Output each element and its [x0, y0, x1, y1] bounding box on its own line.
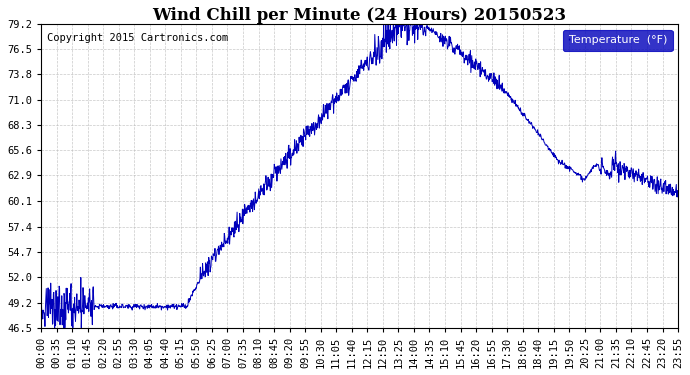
Text: Copyright 2015 Cartronics.com: Copyright 2015 Cartronics.com [48, 33, 228, 43]
Title: Wind Chill per Minute (24 Hours) 20150523: Wind Chill per Minute (24 Hours) 2015052… [152, 7, 566, 24]
Legend: Temperature  (°F): Temperature (°F) [563, 30, 673, 51]
